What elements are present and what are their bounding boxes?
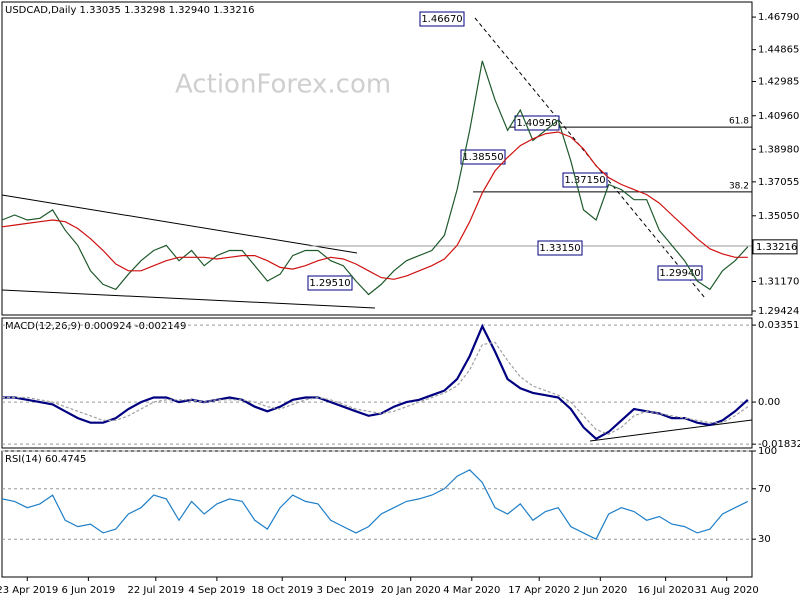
series-line xyxy=(2,341,749,435)
x-tick-label: 18 Oct 2019 xyxy=(251,585,313,596)
x-tick-label: 4 Mar 2020 xyxy=(443,585,500,596)
x-tick-label: 2 Jun 2020 xyxy=(573,585,627,596)
last-price-label: 1.33216 xyxy=(756,242,797,253)
annotation-box xyxy=(419,11,465,27)
trendline xyxy=(474,17,706,299)
y-tick-label: 1.37055 xyxy=(758,177,799,188)
panel-title: USDCAD,Daily 1.33035 1.33298 1.32940 1.3… xyxy=(5,5,255,16)
annotation: 1.29940 xyxy=(659,268,700,279)
fib-label: 61.8 xyxy=(729,117,749,127)
y-tick-label: 1.44865 xyxy=(758,45,799,56)
x-tick-label: 3 Dec 2019 xyxy=(317,585,375,596)
panel-title: MACD(12,26,9) 0.000924 -0.002149 xyxy=(5,321,186,332)
trendline xyxy=(589,419,753,442)
panel-border xyxy=(1,1,753,316)
annotation: 1.37150 xyxy=(564,175,605,186)
trendline xyxy=(1,289,376,309)
annotation-box xyxy=(307,275,353,291)
x-tick-label: 23 Apr 2019 xyxy=(0,585,58,596)
y-tick-label: 1.46790 xyxy=(758,12,799,23)
fib-label: 38.2 xyxy=(729,181,749,191)
series-line xyxy=(1,469,749,541)
y-tick-label: -0.018324 xyxy=(758,439,800,450)
x-tick-label: 31 Aug 2020 xyxy=(695,585,759,596)
panel-border xyxy=(1,317,753,449)
annotation: 1.33150 xyxy=(539,243,580,254)
last-price-box xyxy=(752,239,798,255)
y-tick-label: 1.35050 xyxy=(758,211,799,222)
y-tick-label: 0.00 xyxy=(758,397,780,408)
annotation: 1.29510 xyxy=(309,278,350,289)
y-tick-label: 1.38980 xyxy=(758,144,799,155)
series-line xyxy=(1,60,749,296)
x-tick-label: 22 Jul 2019 xyxy=(127,585,184,596)
y-tick-label: 30 xyxy=(758,534,771,545)
x-tick-label: 17 Apr 2020 xyxy=(508,585,570,596)
annotation: 1.40950 xyxy=(516,118,557,129)
annotation-box xyxy=(460,149,506,165)
x-tick-label: 16 Jul 2020 xyxy=(637,585,694,596)
annotation: 1.38550 xyxy=(462,152,503,163)
y-tick-label: 1.42985 xyxy=(758,76,799,87)
y-tick-label: 100 xyxy=(758,446,777,457)
panel-title: RSI(14) 60.4745 xyxy=(5,454,86,465)
x-tick-label: 20 Jan 2020 xyxy=(381,585,441,596)
y-tick-label: 70 xyxy=(758,484,771,495)
y-tick-label: 0.033515 xyxy=(758,320,800,331)
x-tick-label: 6 Jun 2019 xyxy=(61,585,115,596)
watermark: ActionForex.com xyxy=(175,70,391,100)
y-tick-label: 1.40960 xyxy=(758,111,799,122)
annotation-box xyxy=(562,172,608,188)
trendline xyxy=(1,194,358,254)
annotation-box xyxy=(537,240,583,256)
series-line xyxy=(2,323,749,441)
annotation: 1.46670 xyxy=(421,14,462,25)
annotation-box xyxy=(657,265,703,281)
y-tick-label: 1.29424 xyxy=(758,306,799,317)
y-tick-label: 1.31170 xyxy=(758,276,799,287)
x-tick-label: 4 Sep 2019 xyxy=(188,585,245,596)
series-line xyxy=(1,131,748,280)
